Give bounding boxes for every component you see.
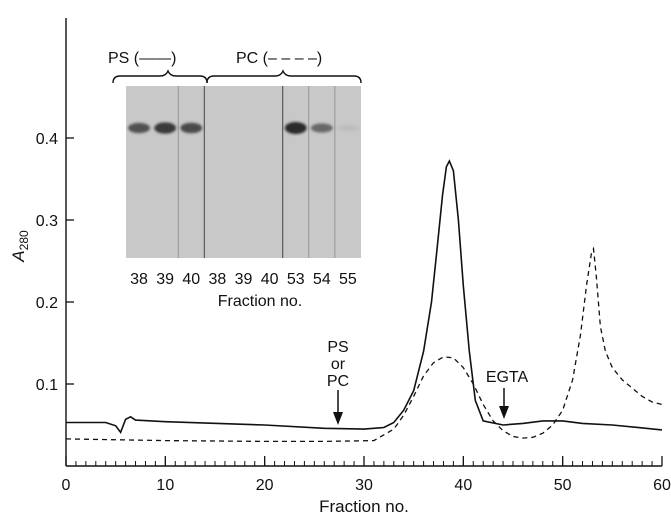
series-pc-line bbox=[65, 246, 663, 443]
inset-ps-bracket bbox=[112, 69, 208, 84]
gel-band bbox=[128, 122, 151, 134]
annotation-add-line1: PS bbox=[327, 339, 348, 356]
gel-band bbox=[336, 125, 359, 131]
y-axis-label: A280 bbox=[9, 230, 31, 263]
gel-lane-label: 39 bbox=[156, 271, 174, 288]
inset-ps-label: PS (——) bbox=[108, 50, 176, 67]
gel-lane-label: 40 bbox=[261, 271, 279, 288]
gel-lane-labels: 38 39 40 38 39 40 53 54 55 bbox=[130, 271, 357, 288]
x-tick-label: 20 bbox=[256, 477, 274, 494]
x-tick-label: 10 bbox=[156, 477, 174, 494]
annotation-egta: EGTA bbox=[486, 369, 529, 419]
gel-lanes bbox=[128, 86, 359, 258]
y-tick-label: 0.4 bbox=[36, 131, 58, 148]
annotation-add: PS or PC bbox=[327, 339, 349, 425]
arrow-add-head-icon bbox=[333, 412, 343, 425]
y-axis-label-sub: 280 bbox=[17, 230, 31, 250]
gel-band bbox=[310, 123, 333, 133]
annotation-add-line3: PC bbox=[327, 373, 349, 390]
x-tick-label: 40 bbox=[454, 477, 472, 494]
x-major-ticks: 0 10 20 30 40 50 60 bbox=[62, 456, 671, 494]
gel-lane-label: 38 bbox=[130, 271, 148, 288]
y-major-ticks: 0.1 0.2 0.3 0.4 bbox=[36, 131, 74, 394]
gel-band bbox=[284, 122, 307, 134]
annotation-egta-label: EGTA bbox=[486, 369, 529, 386]
gel-band bbox=[180, 122, 203, 134]
inset-gel: PS (——) PC (– – – –) 38 39 40 38 39 40 53 54 55 … bbox=[108, 50, 362, 310]
x-tick-label: 50 bbox=[554, 477, 572, 494]
svg-text:A280: A280 bbox=[9, 230, 31, 263]
gel-lane-label: 54 bbox=[313, 271, 331, 288]
y-axis-label-main: A bbox=[9, 250, 28, 262]
inset-x-label: Fraction no. bbox=[218, 293, 302, 310]
inset-pc-label: PC (– – – –) bbox=[236, 50, 322, 67]
gel-lane-label: 53 bbox=[287, 271, 305, 288]
x-tick-label: 0 bbox=[62, 477, 71, 494]
gel-lane-label: 39 bbox=[235, 271, 253, 288]
y-tick-label: 0.3 bbox=[36, 213, 58, 230]
x-tick-label: 60 bbox=[653, 477, 671, 494]
x-tick-label: 30 bbox=[355, 477, 373, 494]
gel-lane-label: 55 bbox=[339, 271, 357, 288]
annotation-add-line2: or bbox=[331, 356, 346, 373]
gel-background bbox=[126, 86, 361, 258]
x-axis-label: Fraction no. bbox=[319, 497, 409, 516]
gel-lane-label: 40 bbox=[182, 271, 200, 288]
gel-lane-label: 38 bbox=[208, 271, 226, 288]
y-tick-label: 0.1 bbox=[36, 377, 58, 394]
gel-band bbox=[154, 122, 177, 134]
inset-pc-bracket bbox=[206, 69, 362, 84]
y-tick-label: 0.2 bbox=[36, 295, 58, 312]
series-ps-line bbox=[66, 159, 663, 435]
arrow-egta-head-icon bbox=[499, 406, 509, 419]
